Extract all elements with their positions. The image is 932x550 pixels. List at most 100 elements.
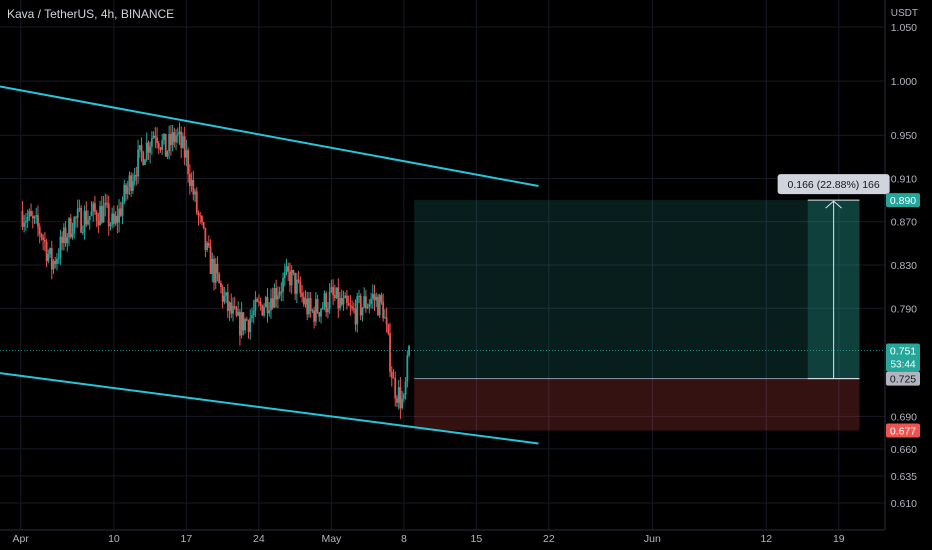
candle-body[interactable] <box>280 291 283 293</box>
candle-body[interactable] <box>187 150 190 175</box>
candle-body[interactable] <box>85 210 88 225</box>
candle-body[interactable] <box>168 134 171 152</box>
candle-body[interactable] <box>156 137 158 144</box>
candle-body[interactable] <box>366 306 369 309</box>
candle-body[interactable] <box>318 312 321 317</box>
candle-body[interactable] <box>340 297 343 305</box>
candle-body[interactable] <box>118 208 120 223</box>
candle-body[interactable] <box>149 146 152 153</box>
candle-body[interactable] <box>123 184 126 203</box>
candle-body[interactable] <box>131 180 134 191</box>
candle-body[interactable] <box>328 291 331 309</box>
candle-body[interactable] <box>392 377 395 379</box>
candle-body[interactable] <box>325 293 328 313</box>
candle-body[interactable] <box>387 324 390 334</box>
candle-body[interactable] <box>361 307 364 316</box>
candle-body[interactable] <box>368 303 371 307</box>
trend-line-lower-channel[interactable] <box>0 372 539 445</box>
candle-body[interactable] <box>244 319 246 331</box>
candle-body[interactable] <box>209 246 212 274</box>
candle-body[interactable] <box>28 211 31 217</box>
candle-body[interactable] <box>211 258 214 274</box>
candle-body[interactable] <box>351 306 353 309</box>
candle-body[interactable] <box>252 310 255 316</box>
candle-body[interactable] <box>33 216 36 219</box>
candle-body[interactable] <box>385 317 388 325</box>
candle-body[interactable] <box>195 191 198 213</box>
candle-body[interactable] <box>40 234 43 238</box>
candle-body[interactable] <box>88 216 91 220</box>
candle-body[interactable] <box>383 317 386 319</box>
candle-body[interactable] <box>182 136 184 148</box>
candle-body[interactable] <box>358 295 360 297</box>
candle-body[interactable] <box>261 305 264 316</box>
candle-body[interactable] <box>285 266 288 273</box>
candle-body[interactable] <box>47 253 50 262</box>
candle-body[interactable] <box>197 212 200 216</box>
candle-body[interactable] <box>175 135 177 143</box>
candle-body[interactable] <box>316 299 319 313</box>
candle-body[interactable] <box>375 296 378 301</box>
candle-body[interactable] <box>292 270 295 273</box>
candle-body[interactable] <box>289 271 291 286</box>
candle-body[interactable] <box>159 147 162 150</box>
candle-body[interactable] <box>49 248 51 254</box>
candle-body[interactable] <box>97 221 100 226</box>
candle-body[interactable] <box>273 288 276 308</box>
candle-body[interactable] <box>31 215 34 219</box>
candle-body[interactable] <box>313 310 316 322</box>
candle-body[interactable] <box>309 298 312 311</box>
candle-body[interactable] <box>66 237 69 244</box>
candle-body[interactable] <box>142 152 145 165</box>
candle-body[interactable] <box>50 248 53 270</box>
candle-body[interactable] <box>408 345 410 356</box>
candle-body[interactable] <box>239 311 241 336</box>
candle-body[interactable] <box>204 227 207 250</box>
candle-body[interactable] <box>104 202 107 206</box>
candle-body[interactable] <box>216 263 219 274</box>
candle-body[interactable] <box>75 217 77 219</box>
candle-body[interactable] <box>128 175 131 187</box>
candle-body[interactable] <box>125 184 127 194</box>
candle-body[interactable] <box>180 131 183 148</box>
candle-body[interactable] <box>71 233 74 238</box>
candle-body[interactable] <box>176 134 179 136</box>
candle-body[interactable] <box>30 211 32 216</box>
candle-body[interactable] <box>397 387 400 403</box>
candle-body[interactable] <box>314 299 317 322</box>
candle-body[interactable] <box>406 355 409 382</box>
candle-body[interactable] <box>245 319 248 321</box>
candle-body[interactable] <box>294 272 297 294</box>
candle-body[interactable] <box>333 295 336 298</box>
candle-body[interactable] <box>321 306 324 310</box>
candle-body[interactable] <box>370 298 372 304</box>
candle-body[interactable] <box>171 132 174 146</box>
candle-body[interactable] <box>382 301 385 319</box>
candle-body[interactable] <box>69 218 72 238</box>
candle-body[interactable] <box>68 218 70 238</box>
candle-body[interactable] <box>126 186 129 194</box>
candle-body[interactable] <box>378 295 381 316</box>
candle-body[interactable] <box>371 293 374 299</box>
candle-body[interactable] <box>404 381 407 395</box>
candle-body[interactable] <box>147 142 150 153</box>
candle-body[interactable] <box>342 298 345 305</box>
candle-body[interactable] <box>144 159 146 165</box>
candle-body[interactable] <box>113 213 115 224</box>
candle-body[interactable] <box>166 151 169 157</box>
candle-body[interactable] <box>133 175 136 181</box>
candle-body[interactable] <box>116 215 119 223</box>
candle-body[interactable] <box>402 394 405 399</box>
candle-body[interactable] <box>390 371 393 378</box>
candle-body[interactable] <box>335 287 338 298</box>
candle-body[interactable] <box>228 302 231 311</box>
candle-body[interactable] <box>347 303 350 306</box>
profit-zone[interactable] <box>414 200 860 379</box>
candle-body[interactable] <box>311 310 314 312</box>
candle-body[interactable] <box>399 387 402 409</box>
candle-body[interactable] <box>308 298 310 315</box>
candle-body[interactable] <box>83 210 86 233</box>
candle-body[interactable] <box>145 142 148 160</box>
candle-body[interactable] <box>183 136 186 158</box>
candle-body[interactable] <box>90 211 93 217</box>
